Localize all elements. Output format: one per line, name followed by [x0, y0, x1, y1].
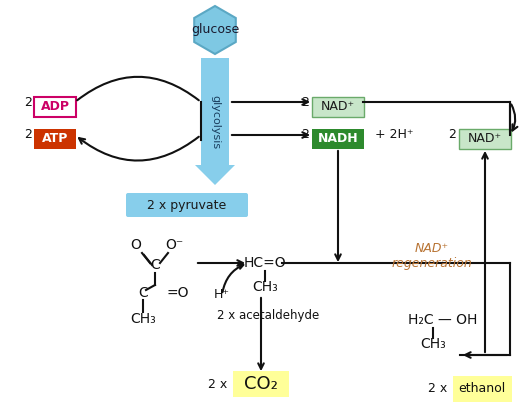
Text: + 2H⁺: + 2H⁺ — [375, 128, 413, 142]
Text: 2 x: 2 x — [429, 382, 448, 396]
Text: CH₃: CH₃ — [420, 337, 446, 351]
Text: CH₃: CH₃ — [130, 312, 156, 326]
Text: 2: 2 — [301, 95, 309, 108]
Text: regeneration: regeneration — [392, 256, 472, 270]
Text: 2: 2 — [448, 128, 456, 142]
Text: 2 x: 2 x — [208, 378, 228, 391]
Text: ADP: ADP — [41, 101, 69, 114]
Text: 2: 2 — [24, 95, 32, 108]
FancyBboxPatch shape — [126, 193, 248, 217]
Text: O⁻: O⁻ — [165, 238, 183, 252]
FancyBboxPatch shape — [453, 376, 512, 402]
Text: NAD⁺: NAD⁺ — [321, 101, 355, 114]
Text: H₂C — OH: H₂C — OH — [408, 313, 478, 327]
Text: NADH: NADH — [318, 133, 358, 146]
Text: 2 x acetaldehyde: 2 x acetaldehyde — [217, 308, 319, 321]
Polygon shape — [194, 6, 236, 54]
Text: CO₂: CO₂ — [244, 375, 278, 393]
FancyBboxPatch shape — [34, 129, 76, 149]
Text: NAD⁺: NAD⁺ — [468, 133, 502, 146]
Text: ATP: ATP — [42, 133, 68, 146]
Text: =O: =O — [166, 286, 188, 300]
Text: ethanol: ethanol — [458, 382, 506, 396]
Text: glucose: glucose — [191, 23, 239, 36]
FancyBboxPatch shape — [312, 97, 364, 117]
Text: CH₃: CH₃ — [252, 280, 278, 294]
Text: NAD⁺: NAD⁺ — [415, 241, 449, 254]
Text: HC=O: HC=O — [244, 256, 286, 270]
FancyBboxPatch shape — [233, 371, 289, 397]
FancyBboxPatch shape — [312, 129, 364, 149]
Text: H⁺: H⁺ — [214, 288, 230, 301]
Text: C: C — [150, 258, 160, 272]
Text: O: O — [130, 238, 141, 252]
Text: C: C — [138, 286, 148, 300]
Text: glycolysis: glycolysis — [210, 95, 220, 149]
FancyArrow shape — [195, 58, 235, 185]
FancyBboxPatch shape — [459, 129, 511, 149]
Text: 2: 2 — [24, 128, 32, 142]
Text: 2: 2 — [301, 128, 309, 142]
FancyBboxPatch shape — [34, 97, 76, 117]
Text: 2 x pyruvate: 2 x pyruvate — [147, 198, 227, 211]
